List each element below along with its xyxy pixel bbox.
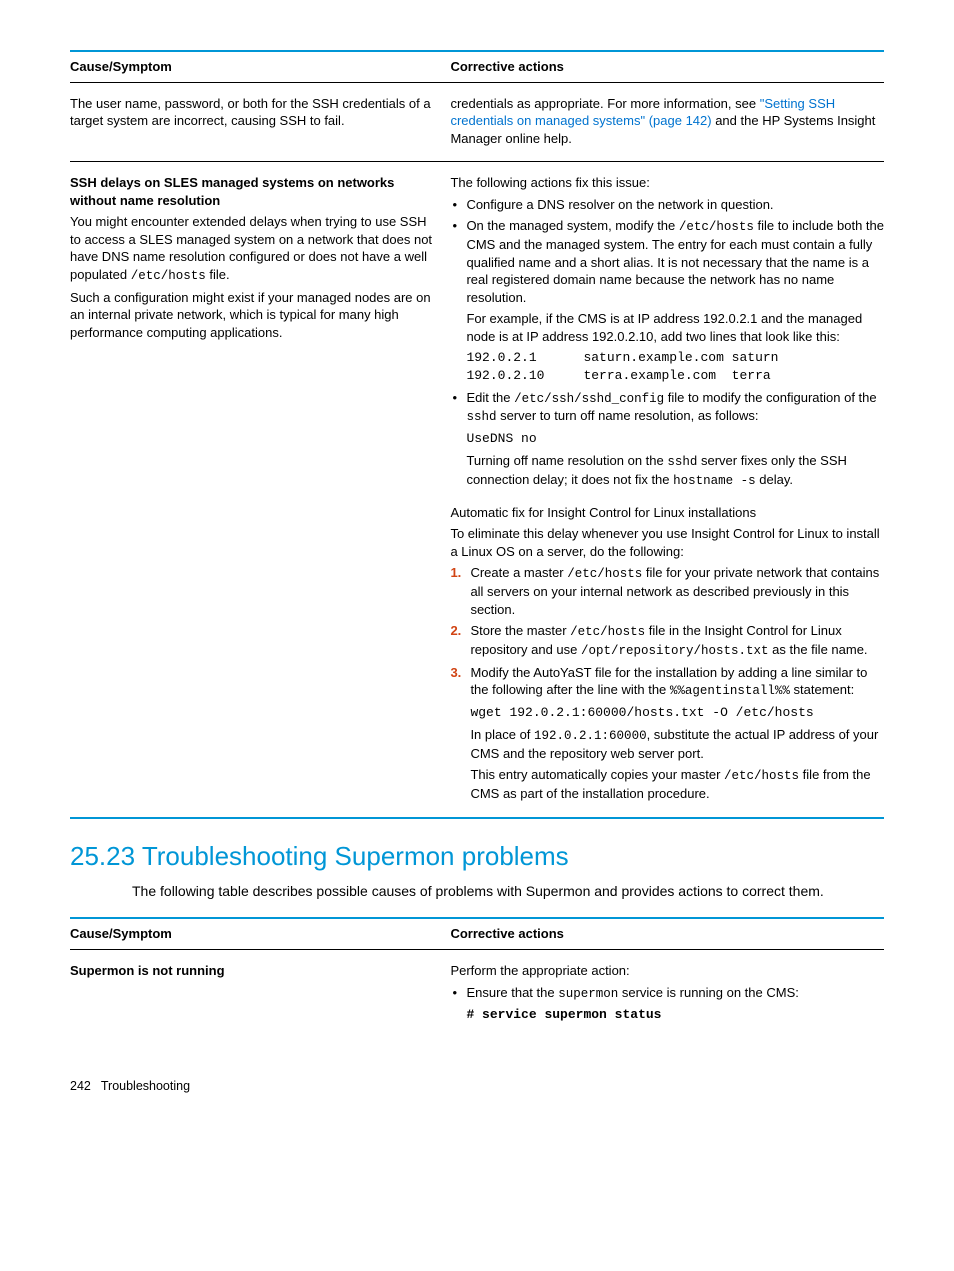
code-inline: sshd xyxy=(466,410,496,424)
section-heading: 25.23 Troubleshooting Supermon problems xyxy=(70,839,884,874)
subheading: Automatic fix for Insight Control for Li… xyxy=(450,504,884,522)
cause-text: Such a configuration might exist if your… xyxy=(70,289,436,342)
action-intro: The following actions fix this issue: xyxy=(450,174,884,192)
action-cell: The following actions fix this issue: Co… xyxy=(444,162,884,817)
code-block: # service supermon status xyxy=(466,1006,884,1024)
page-number: 242 xyxy=(70,1078,91,1095)
section-title: Troubleshooting Supermon problems xyxy=(142,841,569,871)
action-text: credentials as appropriate. For more inf… xyxy=(450,95,884,148)
section-number: 25.23 xyxy=(70,841,135,871)
code-block: UseDNS no xyxy=(466,430,884,448)
code-inline: %%agentinstall%% xyxy=(670,684,790,698)
numbered-steps: Create a master /etc/hosts file for your… xyxy=(450,564,884,803)
cause-text: You might encounter extended delays when… xyxy=(70,213,436,285)
th-action: Corrective actions xyxy=(444,919,884,949)
footer-label: Troubleshooting xyxy=(101,1078,190,1095)
ssh-troubleshoot-table: Cause/Symptom Corrective actions The use… xyxy=(70,50,884,819)
list-item: Create a master /etc/hosts file for your… xyxy=(450,564,884,618)
list-item: Modify the AutoYaST file for the install… xyxy=(450,664,884,803)
code-inline: hostname -s xyxy=(673,474,756,488)
code-path: /etc/hosts xyxy=(679,220,754,234)
code-path: /etc/ssh/sshd_config xyxy=(514,392,664,406)
code-block: wget 192.0.2.1:60000/hosts.txt -O /etc/h… xyxy=(470,704,884,722)
action-text: To eliminate this delay whenever you use… xyxy=(450,525,884,560)
page-footer: 242 Troubleshooting xyxy=(70,1078,884,1095)
table-row: Supermon is not running Perform the appr… xyxy=(70,950,884,1038)
table-header-row: Cause/Symptom Corrective actions xyxy=(70,919,884,950)
action-bullets: Ensure that the supermon service is runn… xyxy=(450,984,884,1024)
list-item: On the managed system, modify the /etc/h… xyxy=(450,217,884,384)
list-item: Store the master /etc/hosts file in the … xyxy=(450,622,884,660)
cause-heading: Supermon is not running xyxy=(70,962,436,980)
code-path: /opt/repository/hosts.txt xyxy=(581,644,769,658)
cause-cell: The user name, password, or both for the… xyxy=(70,83,444,162)
table-row: The user name, password, or both for the… xyxy=(70,83,884,163)
code-path: /etc/hosts xyxy=(567,567,642,581)
list-item: Ensure that the supermon service is runn… xyxy=(450,984,884,1024)
code-path: /etc/hosts xyxy=(131,269,206,283)
action-bullets: Configure a DNS resolver on the network … xyxy=(450,196,884,490)
th-action: Corrective actions xyxy=(444,52,884,82)
supermon-table: Cause/Symptom Corrective actions Supermo… xyxy=(70,917,884,1038)
cause-cell: Supermon is not running xyxy=(70,950,444,1038)
code-inline: sshd xyxy=(667,455,697,469)
cause-text: The user name, password, or both for the… xyxy=(70,95,436,130)
code-path: /etc/hosts xyxy=(724,769,799,783)
code-path: /etc/hosts xyxy=(570,625,645,639)
code-inline: 192.0.2.1:60000 xyxy=(534,729,647,743)
table-header-row: Cause/Symptom Corrective actions xyxy=(70,52,884,83)
action-cell: credentials as appropriate. For more inf… xyxy=(444,83,884,162)
cause-cell: SSH delays on SLES managed systems on ne… xyxy=(70,162,444,817)
th-cause: Cause/Symptom xyxy=(70,919,444,949)
section-intro: The following table describes possible c… xyxy=(132,882,884,902)
action-text: Perform the appropriate action: xyxy=(450,962,884,980)
cause-heading: SSH delays on SLES managed systems on ne… xyxy=(70,174,436,209)
table-row: SSH delays on SLES managed systems on ne… xyxy=(70,162,884,817)
list-item: Configure a DNS resolver on the network … xyxy=(450,196,884,214)
th-cause: Cause/Symptom xyxy=(70,52,444,82)
code-inline: supermon xyxy=(558,987,618,1001)
list-item: Edit the /etc/ssh/sshd_config file to mo… xyxy=(450,389,884,490)
code-block: 192.0.2.1 saturn.example.com saturn 192.… xyxy=(466,349,884,384)
action-cell: Perform the appropriate action: Ensure t… xyxy=(444,950,884,1038)
